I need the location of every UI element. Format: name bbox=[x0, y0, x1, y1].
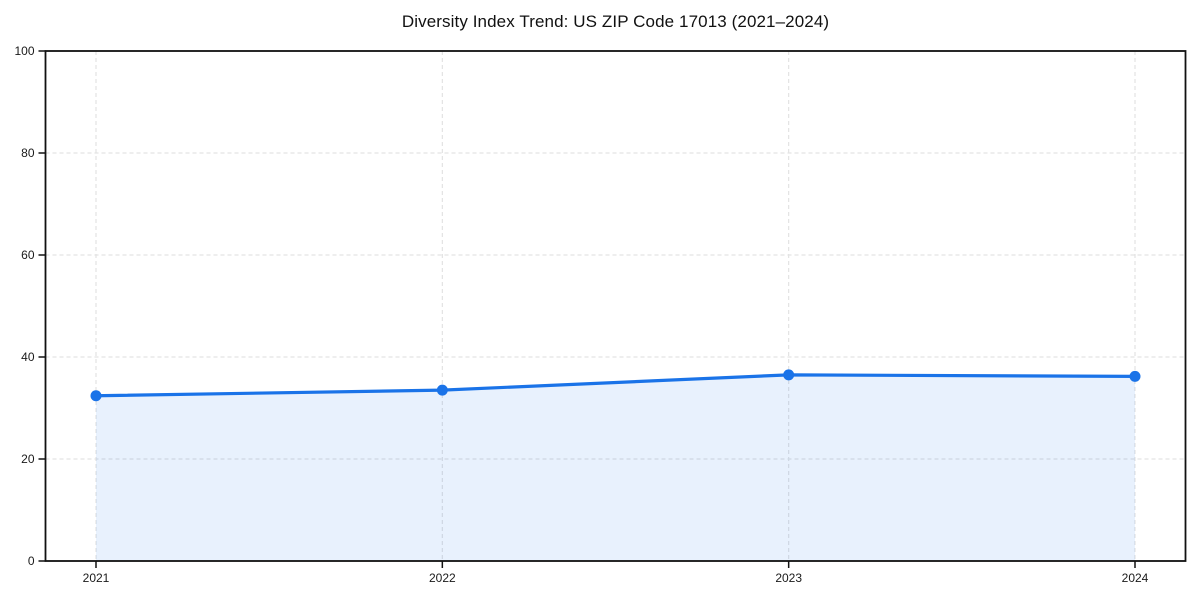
x-tick-label: 2023 bbox=[775, 571, 802, 585]
data-point bbox=[436, 384, 448, 396]
y-tick-label: 60 bbox=[21, 248, 35, 262]
chart-title: Diversity Index Trend: US ZIP Code 17013… bbox=[401, 12, 830, 31]
data-point bbox=[783, 369, 795, 381]
area-fill bbox=[96, 374, 1135, 561]
y-tick-label: 40 bbox=[21, 350, 35, 364]
plot-border bbox=[44, 50, 1187, 562]
x-tick-label: 2022 bbox=[429, 571, 456, 585]
y-tick-label: 0 bbox=[28, 554, 35, 568]
x-tick-label: 2024 bbox=[1122, 571, 1149, 585]
y-tick-label: 100 bbox=[14, 44, 34, 58]
data-point bbox=[1129, 370, 1141, 382]
x-tick-label: 2021 bbox=[83, 571, 110, 585]
y-tick-label: 80 bbox=[21, 146, 35, 160]
data-point bbox=[90, 390, 102, 402]
trend-line bbox=[94, 373, 1137, 398]
y-tick-label: 20 bbox=[21, 452, 35, 466]
